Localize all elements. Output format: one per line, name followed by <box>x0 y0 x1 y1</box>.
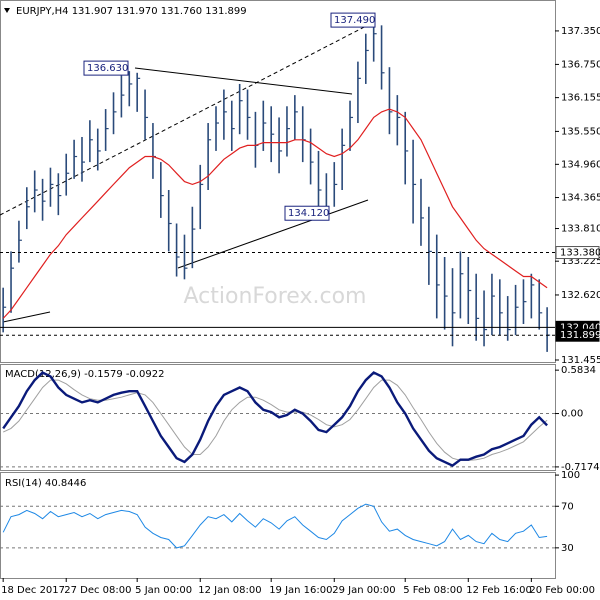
price-label: 132.040 <box>560 322 600 333</box>
trendlines <box>0 21 375 323</box>
rsi-title: RSI(14) 40.8446 <box>5 478 86 489</box>
x-tick-label: 20 Feb 00:00 <box>529 585 595 596</box>
moving-average <box>2 108 548 319</box>
annotation-box <box>284 205 330 221</box>
y-tick-label: 137.350 <box>561 26 600 37</box>
y-tick-label: 0.5834 <box>561 365 596 376</box>
rsi-line <box>2 503 548 549</box>
price-label: 131.899 <box>560 330 600 341</box>
channel-line <box>0 21 375 216</box>
x-tick-label: 5 Feb 08:00 <box>403 585 462 596</box>
annotation-box <box>330 12 376 28</box>
y-tick-label: 70 <box>561 501 574 512</box>
x-tick-label: 27 Dec 08:00 <box>64 585 131 596</box>
annotation-box <box>83 60 129 76</box>
y-tick-label: 136.155 <box>561 93 600 104</box>
annotation-label: 136.630 <box>87 63 128 74</box>
price-label-box <box>555 246 600 260</box>
macd-main <box>2 371 548 467</box>
y-tick-label: 134.960 <box>561 159 600 170</box>
y-tick-label: -0.7174 <box>561 462 600 473</box>
x-tick-label: 12 Feb 16:00 <box>466 585 532 596</box>
y-tick-label: 132.620 <box>561 290 600 301</box>
y-tick-label: 131.455 <box>561 355 600 366</box>
y-tick-label: 133.810 <box>561 224 600 235</box>
x-tick-label: 12 Jan 08:00 <box>198 585 261 596</box>
y-tick-label: 135.550 <box>561 126 600 137</box>
x-tick-label: 5 Jan 00:00 <box>135 585 192 596</box>
trendline <box>177 199 369 269</box>
x-tick-label: 29 Jan 00:00 <box>332 585 395 596</box>
price-panel-frame <box>0 0 556 363</box>
menu-arrow <box>4 8 10 13</box>
trendline <box>134 67 353 95</box>
watermark: ActionForex.com <box>184 284 367 309</box>
rsi-panel-frame <box>0 472 556 579</box>
y-tick-label: 133.225 <box>561 256 600 267</box>
y-tick-label: 100 <box>561 470 580 481</box>
x-tick-label: 19 Jan 16:00 <box>269 585 332 596</box>
price-label-box <box>555 328 600 342</box>
macd-signal <box>2 379 548 461</box>
price-label: 133.380 <box>560 248 600 259</box>
annotation-label: 137.490 <box>334 15 375 26</box>
macd-panel-frame <box>0 364 556 471</box>
annotation-label: 134.120 <box>288 208 329 219</box>
y-tick-label: 134.365 <box>561 193 600 204</box>
y-tick-label: 30 <box>561 543 574 554</box>
y-tick-label: 136.750 <box>561 59 600 70</box>
price-title: EURJPY,H4 131.907 131.970 131.760 131.89… <box>16 6 247 17</box>
macd-title: MACD(12,26,9) -0.1579 -0.0922 <box>5 369 165 380</box>
x-tick-label: 18 Dec 2017 <box>1 585 65 596</box>
y-tick-label: 0.00 <box>561 409 583 420</box>
trendline <box>2 311 51 323</box>
